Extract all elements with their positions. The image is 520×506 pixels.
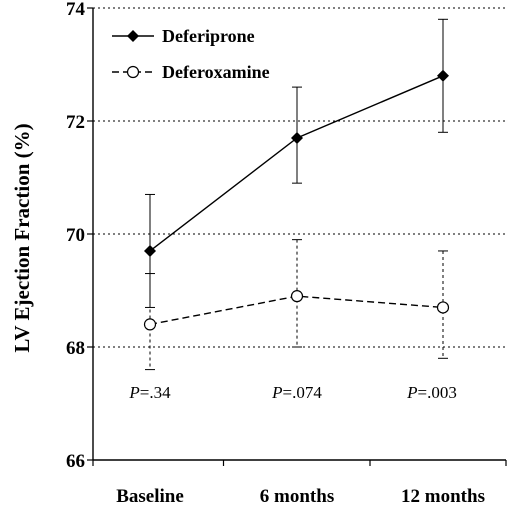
- axes: [87, 7, 507, 466]
- data-point-circle: [290, 290, 304, 303]
- x-category-label: Baseline: [116, 486, 184, 506]
- p-value-label: P=.074: [271, 383, 322, 402]
- data-point-diamond: [144, 244, 156, 257]
- y-tick-label: 70: [66, 225, 85, 246]
- data-point-diamond: [291, 131, 303, 144]
- x-category-labels: Baseline 6 months 12 months: [116, 486, 485, 506]
- data-point-circle: [143, 318, 157, 331]
- data-markers: [143, 69, 450, 331]
- p-value-annotations: P=.34 P=.074 P=.003: [128, 383, 456, 402]
- y-tick-label: 68: [66, 338, 85, 359]
- legend-marker-circle: [126, 65, 140, 79]
- y-tick-label: 66: [66, 451, 85, 472]
- y-axis-label: LV Ejection Fraction (%): [10, 123, 34, 352]
- p-value-label: P=.003: [406, 383, 457, 402]
- data-point-diamond: [437, 69, 449, 82]
- x-category-label: 12 months: [401, 486, 485, 506]
- legend-label: Deferiprone: [162, 26, 255, 46]
- legend-label: Deferoxamine: [162, 62, 270, 82]
- data-point-circle: [436, 301, 450, 314]
- y-tick-labels: 66 68 70 72 74: [66, 0, 86, 472]
- y-tick-label: 72: [66, 112, 85, 133]
- legend-marker-diamond: [127, 30, 139, 42]
- legend: Deferiprone Deferoxamine: [112, 26, 270, 82]
- y-tick-label: 74: [66, 0, 86, 20]
- p-value-label: P=.34: [128, 383, 171, 402]
- x-category-label: 6 months: [260, 486, 334, 506]
